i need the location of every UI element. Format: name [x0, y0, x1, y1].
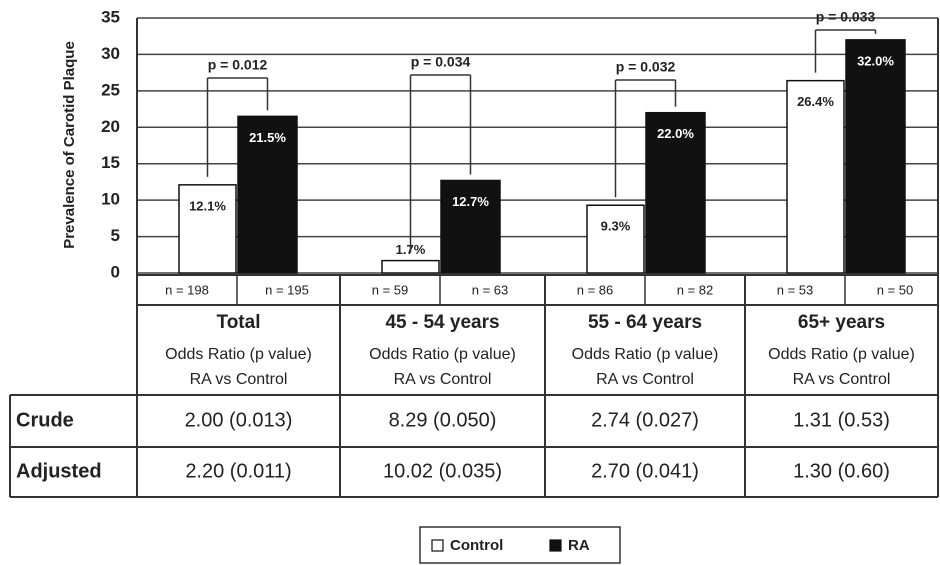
n-label: n = 195 — [265, 282, 309, 297]
n-label: n = 82 — [677, 282, 714, 297]
n-label: n = 63 — [472, 282, 509, 297]
table-cell: 1.31 (0.53) — [793, 409, 890, 431]
legend-swatch — [431, 539, 444, 552]
table-cell: 1.30 (0.60) — [793, 460, 890, 482]
legend-label: Control — [450, 537, 503, 554]
y-tick-label: 20 — [101, 117, 120, 136]
column-note: RA vs Control — [793, 371, 891, 388]
p-value: p = 0.012 — [208, 57, 268, 73]
table-cell: 10.02 (0.035) — [383, 460, 502, 482]
value-label: 26.4% — [797, 94, 834, 109]
y-tick-label: 25 — [101, 80, 120, 99]
value-label: 9.3% — [601, 219, 631, 234]
n-label: n = 59 — [372, 282, 409, 297]
value-label: 12.1% — [189, 198, 226, 213]
table-cell: 2.00 (0.013) — [185, 409, 293, 431]
legend-swatch — [549, 539, 562, 552]
bar — [586, 204, 645, 274]
bar — [237, 115, 298, 274]
y-axis-label: Prevalence of Carotid Plaque — [61, 41, 78, 249]
column-note: RA vs Control — [394, 371, 492, 388]
table-cell: 2.20 (0.011) — [185, 460, 291, 482]
n-label: n = 50 — [877, 282, 914, 297]
bar — [645, 111, 706, 274]
column-note: Odds Ratio (p value) — [768, 346, 915, 363]
n-label: n = 86 — [577, 282, 614, 297]
column-note: Odds Ratio (p value) — [572, 346, 719, 363]
column-note: Odds Ratio (p value) — [369, 346, 516, 363]
column-title: 65+ years — [798, 312, 885, 333]
bar — [178, 184, 237, 274]
value-label: 12.7% — [452, 194, 489, 209]
n-label: n = 198 — [165, 282, 209, 297]
bar — [786, 79, 845, 274]
y-tick-label: 30 — [101, 44, 120, 63]
p-value: p = 0.032 — [616, 59, 676, 75]
p-value: p = 0.033 — [816, 9, 876, 25]
legend-box — [419, 526, 621, 564]
value-label: 22.0% — [657, 126, 694, 141]
column-title: 55 - 64 years — [588, 312, 702, 333]
bar — [440, 179, 501, 274]
row-label: Adjusted — [16, 460, 102, 482]
y-tick-label: 0 — [111, 262, 120, 281]
column-note: Odds Ratio (p value) — [165, 346, 312, 363]
bar — [381, 259, 440, 274]
row-label: Crude — [16, 409, 74, 431]
column-note: RA vs Control — [190, 371, 288, 388]
y-tick-label: 35 — [101, 7, 120, 26]
value-label: 32.0% — [857, 53, 894, 68]
table-cell: 2.70 (0.041) — [591, 460, 699, 482]
table-cell: 8.29 (0.050) — [389, 409, 497, 431]
y-tick-label: 15 — [101, 153, 120, 172]
n-label: n = 53 — [777, 282, 814, 297]
legend-label: RA — [568, 537, 590, 554]
column-title: 45 - 54 years — [385, 312, 499, 333]
column-note: RA vs Control — [596, 371, 694, 388]
y-tick-label: 10 — [101, 190, 120, 209]
p-value: p = 0.034 — [411, 54, 471, 70]
table-cell: 2.74 (0.027) — [591, 409, 699, 431]
bar — [845, 39, 906, 274]
value-label: 21.5% — [249, 130, 286, 145]
column-title: Total — [217, 312, 261, 333]
y-tick-label: 5 — [111, 226, 120, 245]
